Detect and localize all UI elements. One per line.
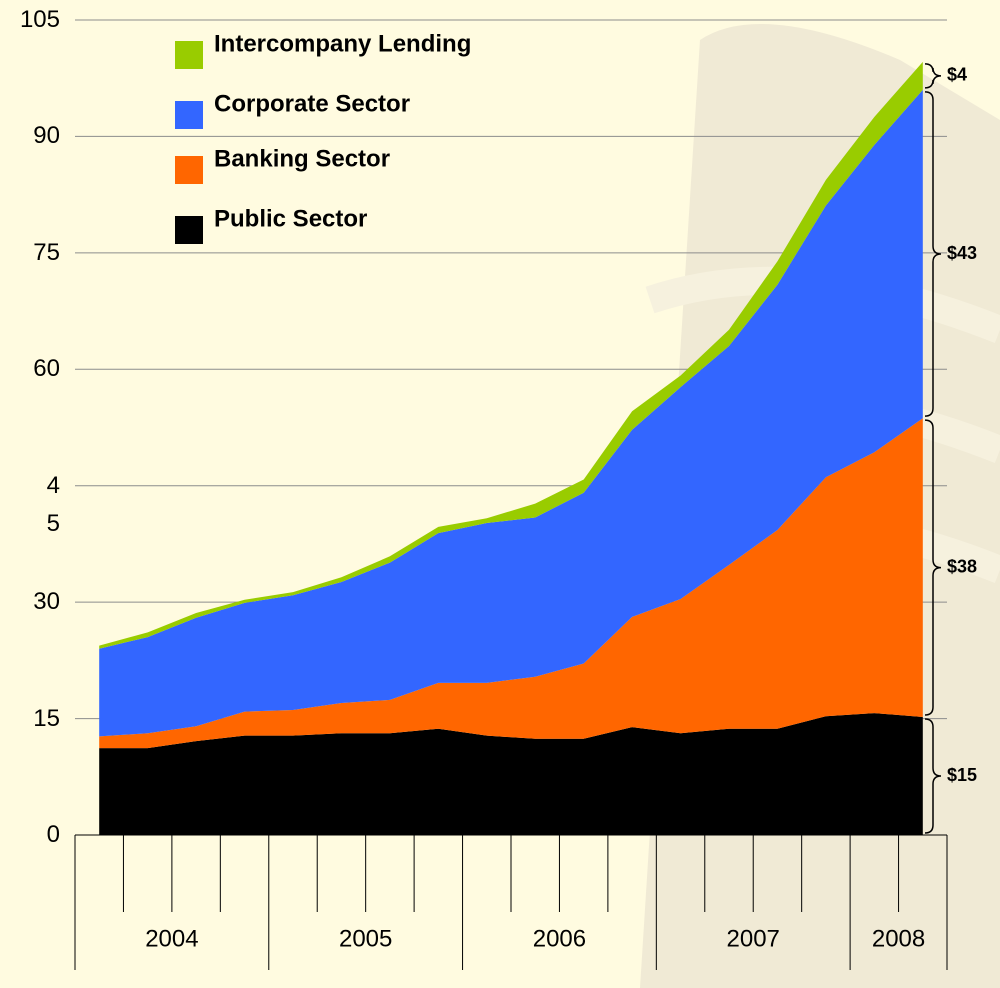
area <box>99 89 923 737</box>
legend-label: Intercompany Lending <box>214 30 471 57</box>
y-tick-label: 15 <box>33 704 60 732</box>
brace <box>924 91 942 417</box>
brace <box>924 63 942 89</box>
x-group-label: 2007 <box>727 925 780 952</box>
y-tick-label: 90 <box>33 122 60 150</box>
brace <box>924 419 942 716</box>
legend-swatch <box>175 216 203 244</box>
x-group-label: 2008 <box>872 925 925 952</box>
y-tick-label: 60 <box>33 355 60 383</box>
area <box>99 713 923 835</box>
legend-swatch <box>175 156 203 184</box>
y-tick-label: 30 <box>33 588 60 616</box>
legend-label: Corporate Sector <box>214 90 410 117</box>
y-tick-label: 4 5 <box>46 471 60 537</box>
y-tick-label: 105 <box>19 6 60 33</box>
area <box>99 418 923 749</box>
legend-swatch <box>175 101 203 129</box>
x-group-label: 2006 <box>533 925 586 952</box>
legend-swatch <box>175 41 203 69</box>
brace <box>924 718 942 834</box>
legend-label: Public Sector <box>214 205 367 232</box>
legend-label: Banking Sector <box>214 145 390 172</box>
annotation: $4 <box>947 65 967 85</box>
x-group-label: 2004 <box>145 925 198 952</box>
annotation: $38 <box>947 556 977 576</box>
annotation: $43 <box>947 243 977 263</box>
annotation: $15 <box>947 765 977 785</box>
y-tick-label: 0 <box>46 821 60 848</box>
y-tick-label: 75 <box>33 238 60 266</box>
x-group-label: 2005 <box>339 925 392 952</box>
